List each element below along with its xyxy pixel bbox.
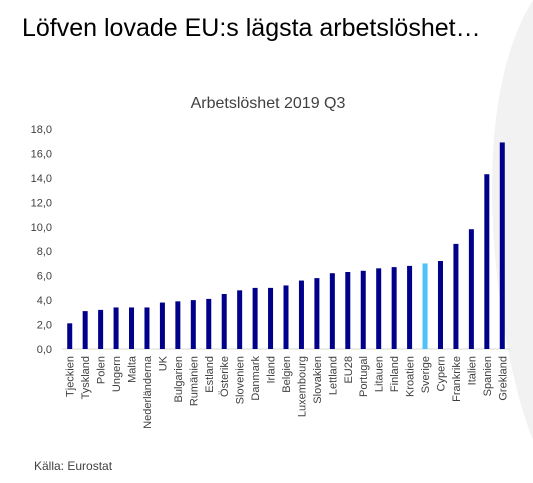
- x-tick-label: Belgien: [281, 356, 293, 393]
- source-note: Källa: Eurostat: [34, 459, 113, 473]
- bar-italien: [468, 229, 474, 349]
- x-tick-label: Slovakien: [312, 356, 324, 404]
- bar-slovakien: [314, 278, 320, 349]
- x-tick-label: Kroatien: [405, 356, 417, 397]
- y-axis-ticks: 0,0 2,0 4,0 6,0 8,0 10,0 12,0 14,0 16,0 18,0: [31, 124, 52, 356]
- x-tick-label: Polen: [96, 356, 108, 384]
- bar-irland: [268, 287, 274, 349]
- bar-sverige: [422, 263, 428, 349]
- x-tick-label: Portugal: [358, 356, 370, 397]
- y-tick-label: 14,0: [31, 173, 52, 185]
- x-tick-label: Ungern: [111, 356, 123, 392]
- y-tick-label: 2,0: [37, 320, 52, 332]
- y-tick-label: 16,0: [31, 148, 52, 160]
- x-tick-label: Litauen: [374, 356, 386, 392]
- y-tick-label: 12,0: [31, 197, 52, 209]
- x-tick-label: Irland: [266, 356, 278, 384]
- bar-estland: [206, 298, 212, 349]
- x-tick-label: Cypern: [435, 356, 447, 391]
- bar-finland: [391, 267, 397, 349]
- x-tick-label: Slovenien: [235, 356, 247, 404]
- bar-spanien: [484, 174, 490, 349]
- bar-litauen: [376, 268, 382, 349]
- x-tick-label: Malta: [127, 355, 139, 383]
- x-tick-label: EU28: [343, 356, 355, 384]
- x-tick-label: Österike: [219, 356, 231, 397]
- x-tick-label: Frankrike: [451, 356, 463, 402]
- x-axis-labels: Tjeckien Tyskland Polen Ungern Malta Nederlän…: [65, 355, 510, 429]
- x-tick-label: Grekland: [497, 356, 509, 401]
- bar-danmark: [252, 287, 258, 349]
- bar-grekland: [499, 142, 505, 349]
- bar-belgien: [283, 285, 289, 349]
- bar-nederländerna: [144, 307, 150, 349]
- bar-luxembourg: [298, 280, 304, 349]
- x-tick-label: Sverige: [420, 356, 432, 393]
- page-headline: Löfven lovade EU:s lägsta arbetslöshet…: [22, 14, 481, 42]
- x-tick-label: Danmark: [250, 356, 262, 401]
- bar-kroatien: [407, 265, 413, 349]
- x-tick-label: Estland: [204, 356, 216, 393]
- y-tick-label: 4,0: [37, 295, 52, 307]
- y-tick-label: 0,0: [37, 344, 52, 356]
- bar-polen: [98, 309, 104, 349]
- x-tick-label: Nederländerna: [142, 355, 154, 429]
- bar-tyskland: [82, 311, 88, 349]
- x-tick-label: Italien: [466, 356, 478, 385]
- x-tick-label: Lettland: [327, 356, 339, 395]
- x-tick-label: UK: [157, 355, 169, 371]
- bar-eu28: [345, 272, 351, 349]
- chart-title: Arbetslöshet 2019 Q3: [191, 95, 346, 112]
- y-tick-label: 10,0: [31, 222, 52, 234]
- x-tick-label: Rumänien: [188, 356, 200, 406]
- bar-cypern: [437, 261, 443, 349]
- bar-rumänien: [190, 300, 196, 349]
- x-tick-label: Tyskland: [80, 356, 92, 399]
- y-tick-label: 8,0: [37, 246, 52, 258]
- x-tick-label: Bulgarien: [173, 356, 185, 402]
- bar-malta: [129, 307, 135, 349]
- bar-uk: [159, 302, 165, 349]
- bar-bulgarien: [175, 301, 181, 349]
- bars: [67, 142, 505, 349]
- bar-tjeckien: [67, 323, 73, 349]
- x-tick-label: Tjeckien: [65, 356, 77, 397]
- bar-slovenien: [237, 290, 243, 349]
- bar-österike: [221, 294, 227, 349]
- y-tick-label: 6,0: [37, 271, 52, 283]
- x-tick-label: Finland: [389, 356, 401, 392]
- x-tick-label: Spanien: [482, 356, 494, 396]
- bar-portugal: [360, 270, 366, 349]
- x-tick-label: Luxembourg: [296, 356, 308, 417]
- bar-frankrike: [453, 243, 459, 349]
- y-tick-label: 18,0: [31, 124, 52, 136]
- bar-lettland: [329, 273, 335, 349]
- bar-ungern: [113, 307, 119, 349]
